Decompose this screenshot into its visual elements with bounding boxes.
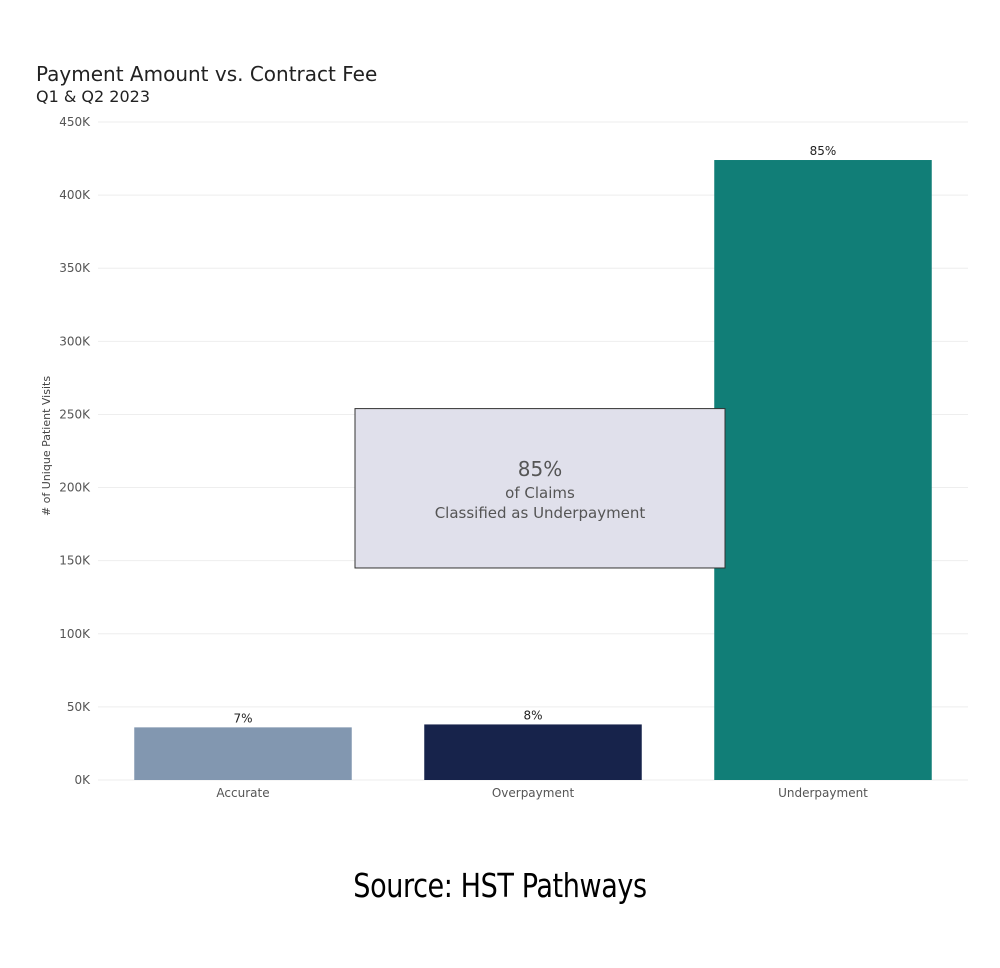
chart-title: Payment Amount vs. Contract Fee [36,62,378,86]
data-label-underpayment: 85% [810,144,837,158]
y-tick-label: 400K [59,188,91,202]
y-axis-label: # of Unique Patient Visits [40,376,53,516]
y-tick-label: 450K [59,115,91,129]
bar-overpayment [424,724,642,780]
data-label-overpayment: 8% [523,708,542,722]
y-tick-label: 100K [59,627,91,641]
annotation-box: 85% of Claims Classified as Underpayment [354,408,726,569]
y-tick-label: 250K [59,407,91,421]
y-tick-label: 50K [67,700,91,714]
x-tick-label-overpayment: Overpayment [492,786,575,800]
data-label-accurate: 7% [233,711,252,725]
y-tick-label: 150K [59,554,91,568]
x-tick-label-underpayment: Underpayment [778,786,868,800]
chart-subtitle: Q1 & Q2 2023 [36,87,150,106]
bar-accurate [134,727,352,780]
y-tick-label: 0K [74,773,91,787]
bar-underpayment [714,160,932,781]
annotation-line1: of Claims [505,484,575,502]
annotation-line2: Classified as Underpayment [435,504,646,522]
y-tick-label: 300K [59,334,91,348]
annotation-rect [354,408,726,569]
y-tick-label: 200K [59,481,91,495]
y-tick-label: 350K [59,261,91,275]
bars: 7% Accurate 8% Overpayment 85% Underpayment [134,144,932,800]
y-axis-ticks: 0K 50K 100K 150K 200K 250K 300K 350K 400K 450K [59,115,91,787]
annotation-headline: 85% [518,457,562,481]
source-caption: Source: HST Pathways [353,866,647,905]
x-tick-label-accurate: Accurate [216,786,269,800]
